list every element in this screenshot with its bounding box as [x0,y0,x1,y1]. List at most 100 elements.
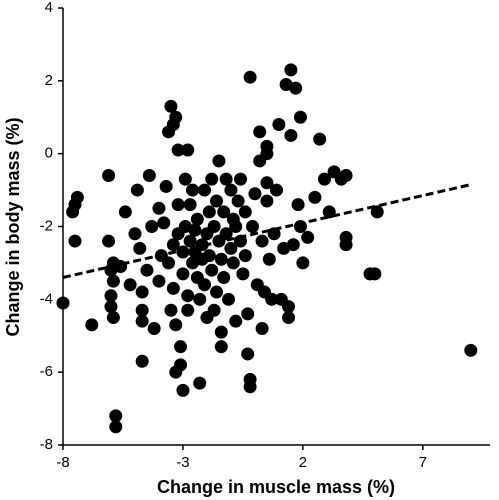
point [262,252,276,266]
point [198,278,212,292]
point [339,238,353,252]
point [135,354,149,368]
point [56,296,70,310]
point [238,249,252,263]
point [178,172,192,186]
point [255,321,269,335]
point [286,238,300,252]
point [260,176,274,190]
point [238,205,252,219]
point [162,256,176,270]
point [265,292,279,306]
x-tick-label: -8 [56,454,69,471]
y-tick-label: -2 [40,217,53,234]
point [174,358,188,372]
point [313,132,327,146]
x-tick-label: -3 [176,454,189,471]
point [106,311,120,325]
point [317,172,331,186]
point [210,194,224,208]
point [171,143,185,157]
point [135,303,149,317]
point [164,99,178,113]
point [267,227,281,241]
y-tick-label: 2 [45,72,53,89]
point [181,143,195,157]
point [241,307,255,321]
point [181,289,195,303]
point [104,289,118,303]
point [270,183,283,197]
point [260,194,274,208]
point [308,190,322,204]
point [109,409,123,423]
point [193,376,207,390]
point [289,81,303,95]
point [176,245,190,259]
point [202,205,216,219]
point [217,205,231,219]
point [207,220,221,233]
point [142,169,156,183]
point [339,169,353,183]
point [140,263,154,277]
point [281,300,295,314]
point [188,223,202,237]
point [176,267,190,281]
point [207,303,221,317]
point [169,110,183,124]
point [219,172,233,186]
point [214,325,228,339]
point [248,187,262,201]
point [231,194,245,208]
point [183,234,197,248]
point [102,169,116,183]
point [174,340,188,354]
point [135,285,149,299]
point [301,230,315,244]
point [210,285,224,299]
point [198,183,212,197]
point [135,314,149,328]
y-axis-title: Change in body mass (%) [3,117,23,336]
y-tick-label: -6 [40,363,53,380]
point [133,241,147,255]
x-axis-title: Change in muscle mass (%) [157,477,395,497]
point [205,263,219,277]
point [102,234,116,248]
y-tick-label: 0 [45,145,53,162]
point [229,314,243,328]
point [106,274,120,288]
point [284,63,298,77]
point [118,205,132,219]
x-tick-label: 7 [419,454,427,471]
point [272,118,286,132]
point [226,256,240,270]
point [171,198,185,212]
point [243,380,257,394]
point [128,227,142,241]
point [181,303,195,317]
point [284,128,298,142]
point [205,172,219,186]
x-tick-label: 2 [299,454,307,471]
point [68,234,82,248]
point [253,125,267,139]
trend-line [62,183,472,279]
point [224,183,238,197]
y-tick-label: -8 [40,436,53,453]
point [296,256,310,270]
point [85,318,99,332]
point [212,154,226,168]
point [368,267,382,281]
point [166,281,180,295]
point [152,274,166,288]
point [186,183,200,197]
y-tick-label: -4 [40,290,53,307]
point [190,212,204,226]
point [214,252,228,266]
point [236,267,250,281]
point [176,383,190,397]
